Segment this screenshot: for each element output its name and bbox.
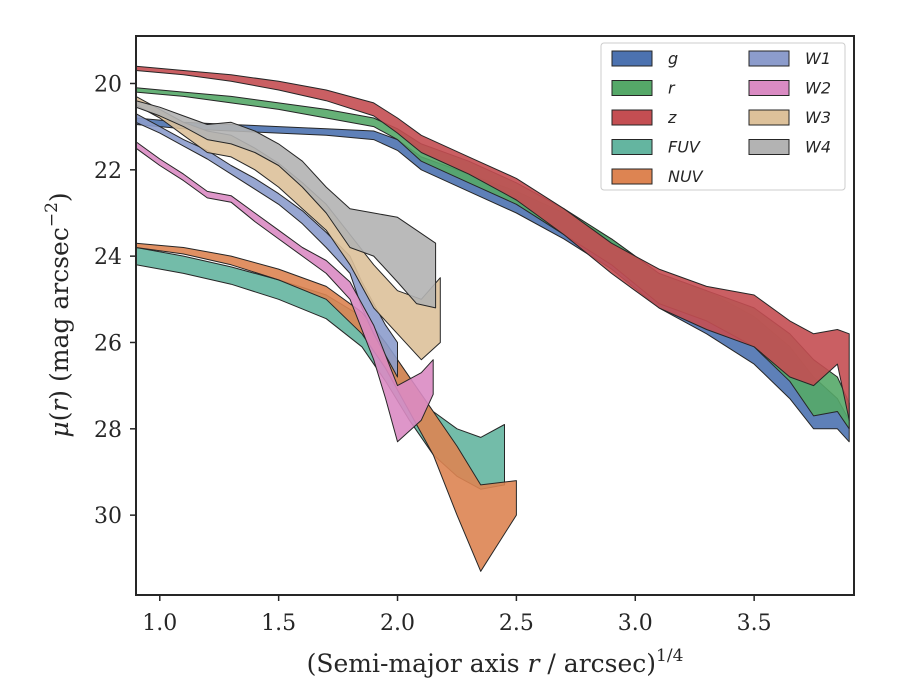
- legend-label-nuv: NUV: [668, 167, 704, 186]
- y-tick-label: 20: [94, 72, 122, 97]
- legend-label-g: g: [668, 49, 678, 68]
- x-tick-label: 1.0: [142, 611, 177, 636]
- y-axis-ticks: 20 22 24 26 28 30: [94, 72, 136, 529]
- legend-swatch-g: [611, 50, 653, 67]
- y-axis-label: μ(r) (mag arcsec−2): [42, 192, 74, 437]
- y-axis-label-sup: −2: [42, 202, 62, 227]
- legend-swatch-r: [611, 80, 653, 96]
- x-tick-label: 2.0: [380, 611, 415, 636]
- x-axis-label: (Semi-major axis r / arcsec)1/4: [307, 646, 684, 678]
- y-axis-label-end: ): [45, 192, 74, 202]
- y-axis-label-arg: r: [45, 398, 74, 412]
- band-nuv: [136, 242, 517, 572]
- x-tick-label: 1.5: [261, 611, 296, 636]
- plot-frame: [135, 35, 855, 596]
- legend-label-w4: W4: [805, 138, 831, 157]
- y-tick-label: 30: [94, 504, 122, 529]
- legend-label-fuv: FUV: [668, 138, 701, 157]
- y-tick-label: 26: [94, 331, 122, 356]
- x-axis-ticks: 1.0 1.5 2.0 2.5 3.0 3.5: [142, 595, 772, 636]
- y-axis-label-rest: (mag arcsec: [45, 227, 74, 390]
- band-w1: [136, 113, 398, 378]
- x-axis-label-rest: / arcsec): [539, 649, 656, 678]
- legend-swatch-w3: [748, 109, 790, 126]
- legend-swatch-w2: [748, 80, 790, 96]
- legend-label-w1: W1: [805, 49, 831, 68]
- legend-swatch-w4: [748, 139, 790, 155]
- legend: grz FUV NUV W1 W2 W3 W4: [600, 42, 846, 191]
- legend-label-w2: W2: [805, 79, 831, 98]
- y-axis-label-close: ): [45, 390, 74, 400]
- legend-label-w3: W3: [805, 108, 831, 127]
- legend-label-z: z: [667, 108, 677, 127]
- y-tick-label: 22: [94, 159, 122, 184]
- profile-bands: [136, 65, 850, 572]
- y-tick-label: 24: [94, 245, 122, 270]
- x-tick-label: 2.5: [499, 611, 534, 636]
- x-tick-label: 3.0: [618, 611, 653, 636]
- y-axis-label-var: μ: [45, 421, 74, 437]
- legend-swatch-nuv: [611, 168, 653, 185]
- band-w2: [136, 141, 434, 443]
- x-axis-label-sup: 1/4: [656, 646, 683, 666]
- y-axis-label-open: (: [45, 412, 74, 422]
- legend-swatch-z: [611, 109, 653, 126]
- legend-swatch-fuv: [611, 139, 653, 155]
- y-tick-label: 28: [94, 418, 122, 443]
- legend-label-r: r: [668, 79, 676, 98]
- band-z: [136, 65, 850, 421]
- x-axis-label-var: r: [528, 649, 542, 678]
- x-axis-label-main: (Semi-major axis: [307, 649, 528, 678]
- band-w4: [136, 100, 437, 309]
- legend-swatch-w1: [748, 50, 790, 67]
- x-tick-label: 3.5: [737, 611, 772, 636]
